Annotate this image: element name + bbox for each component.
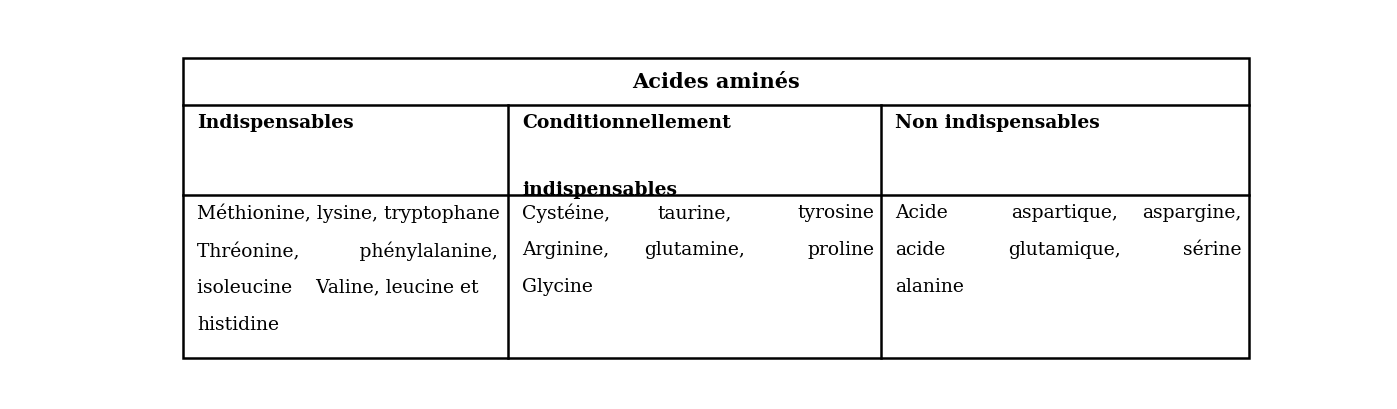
Text: Arginine,: Arginine, — [522, 240, 609, 258]
Text: Non indispensables: Non indispensables — [895, 114, 1099, 132]
Text: Indispensables: Indispensables — [197, 114, 353, 132]
Text: proline: proline — [807, 240, 875, 258]
Text: acide: acide — [895, 240, 946, 258]
Text: Acides aminés: Acides aminés — [631, 72, 800, 92]
Text: taurine,: taurine, — [658, 203, 732, 221]
Text: glutamine,: glutamine, — [644, 240, 745, 258]
Text: isoleucine    Valine, leucine et: isoleucine Valine, leucine et — [197, 278, 479, 296]
Text: Thréonine,          phénylalanine,: Thréonine, phénylalanine, — [197, 240, 499, 260]
Text: aspartique,: aspartique, — [1011, 203, 1119, 221]
Text: histidine: histidine — [197, 315, 279, 333]
Text: Méthionine, lysine, tryptophane: Méthionine, lysine, tryptophane — [197, 203, 500, 223]
Text: Acide: Acide — [895, 203, 949, 221]
Text: Glycine: Glycine — [522, 278, 594, 296]
Text: sérine: sérine — [1183, 240, 1242, 258]
Text: alanine: alanine — [895, 278, 964, 296]
Text: glutamique,: glutamique, — [1009, 240, 1122, 258]
Text: tyrosine: tyrosine — [798, 203, 875, 221]
Text: aspargine,: aspargine, — [1143, 203, 1242, 221]
Text: Cystéine,: Cystéine, — [522, 203, 610, 223]
Text: Conditionnellement

indispensables: Conditionnellement indispensables — [522, 114, 731, 198]
